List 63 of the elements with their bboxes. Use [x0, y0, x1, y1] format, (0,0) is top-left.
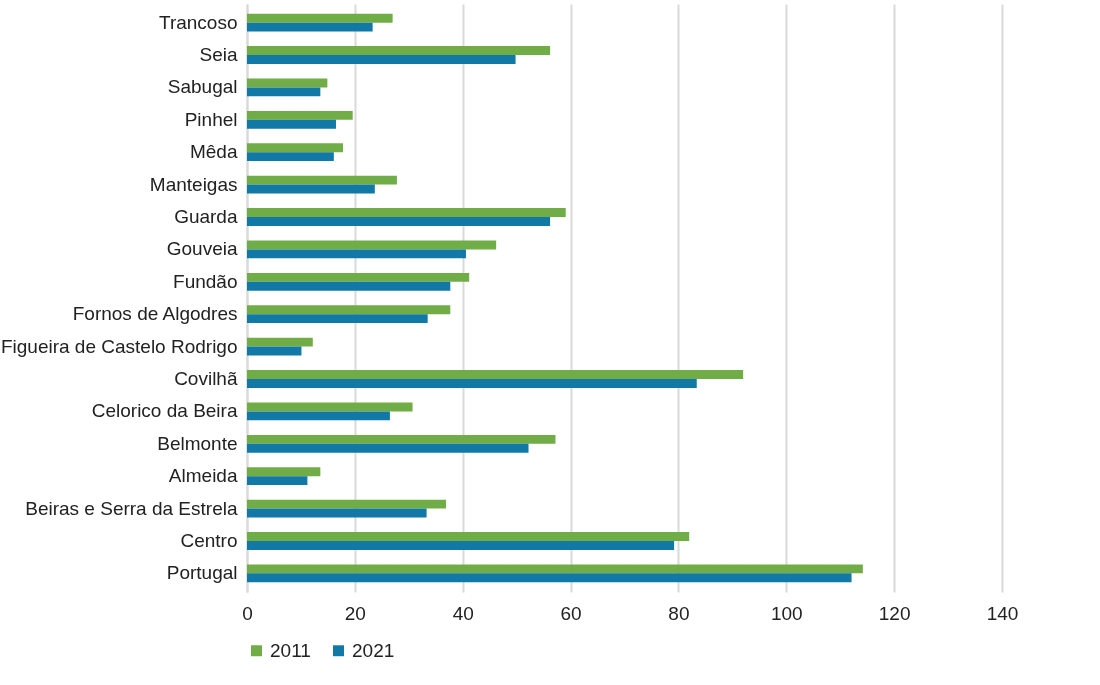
bar	[247, 337, 313, 347]
y-tick-label: Celorico da Beira	[91, 400, 238, 422]
bar	[247, 249, 466, 259]
bar	[247, 346, 302, 356]
bar	[247, 467, 321, 477]
y-tick-label: Figueira de Castelo Rodrigo	[0, 335, 238, 357]
y-tick-label: Sabugal	[167, 76, 238, 98]
y-tick-label: Almeida	[168, 465, 238, 487]
y-tick-label: Fundão	[173, 270, 238, 292]
bar	[247, 305, 451, 315]
legend-label: 2011	[270, 639, 311, 661]
x-tick-label: 40	[452, 602, 474, 624]
x-tick-label: 100	[770, 602, 803, 624]
bar	[247, 314, 428, 324]
bar	[247, 272, 470, 282]
bar	[247, 143, 343, 153]
y-tick-label: Gouveia	[166, 238, 238, 260]
y-tick-label: Covilhã	[174, 367, 238, 389]
x-tick-label: 0	[242, 602, 253, 624]
bar	[247, 402, 413, 412]
bar	[247, 434, 556, 444]
y-tick-label: Fornos de Algodres	[72, 303, 238, 325]
y-tick-label: Mêda	[189, 141, 238, 163]
bar	[247, 87, 321, 97]
bar	[247, 110, 353, 120]
bar	[247, 540, 675, 550]
y-tick-label: Seia	[199, 44, 238, 66]
bar	[247, 573, 852, 583]
bar	[247, 240, 497, 250]
bar	[247, 443, 529, 453]
bar	[247, 22, 373, 32]
y-tick-label: Guarda	[174, 206, 238, 228]
bar	[247, 13, 393, 23]
bar	[247, 46, 551, 56]
y-tick-label: Manteigas	[149, 173, 238, 195]
bar	[247, 175, 397, 185]
bar	[247, 411, 390, 421]
x-tick-label: 80	[668, 602, 690, 624]
bar	[247, 208, 566, 218]
y-tick-label: Belmonte	[157, 432, 238, 454]
bar	[247, 370, 744, 379]
legend-label: 2021	[352, 639, 395, 661]
bar	[247, 152, 334, 162]
x-tick-label: 140	[986, 602, 1019, 624]
bar	[247, 499, 446, 509]
x-tick-label: 120	[878, 602, 911, 624]
y-tick-label: Trancoso	[159, 11, 238, 33]
bar	[247, 476, 308, 486]
x-tick-label: 20	[344, 602, 366, 624]
x-tick-label: 60	[560, 602, 582, 624]
bar	[247, 532, 690, 541]
bar	[247, 217, 551, 226]
bar	[247, 184, 375, 194]
bar	[247, 508, 427, 518]
bar	[247, 378, 697, 388]
y-tick-label: Centro	[180, 529, 238, 551]
bar	[247, 119, 336, 129]
y-tick-label: Beiras e Serra da Estrela	[25, 497, 238, 519]
bar	[247, 55, 516, 64]
y-tick-label: Portugal	[166, 562, 238, 584]
bar	[247, 564, 863, 574]
y-tick-label: Pinhel	[184, 108, 238, 130]
bar	[247, 281, 451, 291]
